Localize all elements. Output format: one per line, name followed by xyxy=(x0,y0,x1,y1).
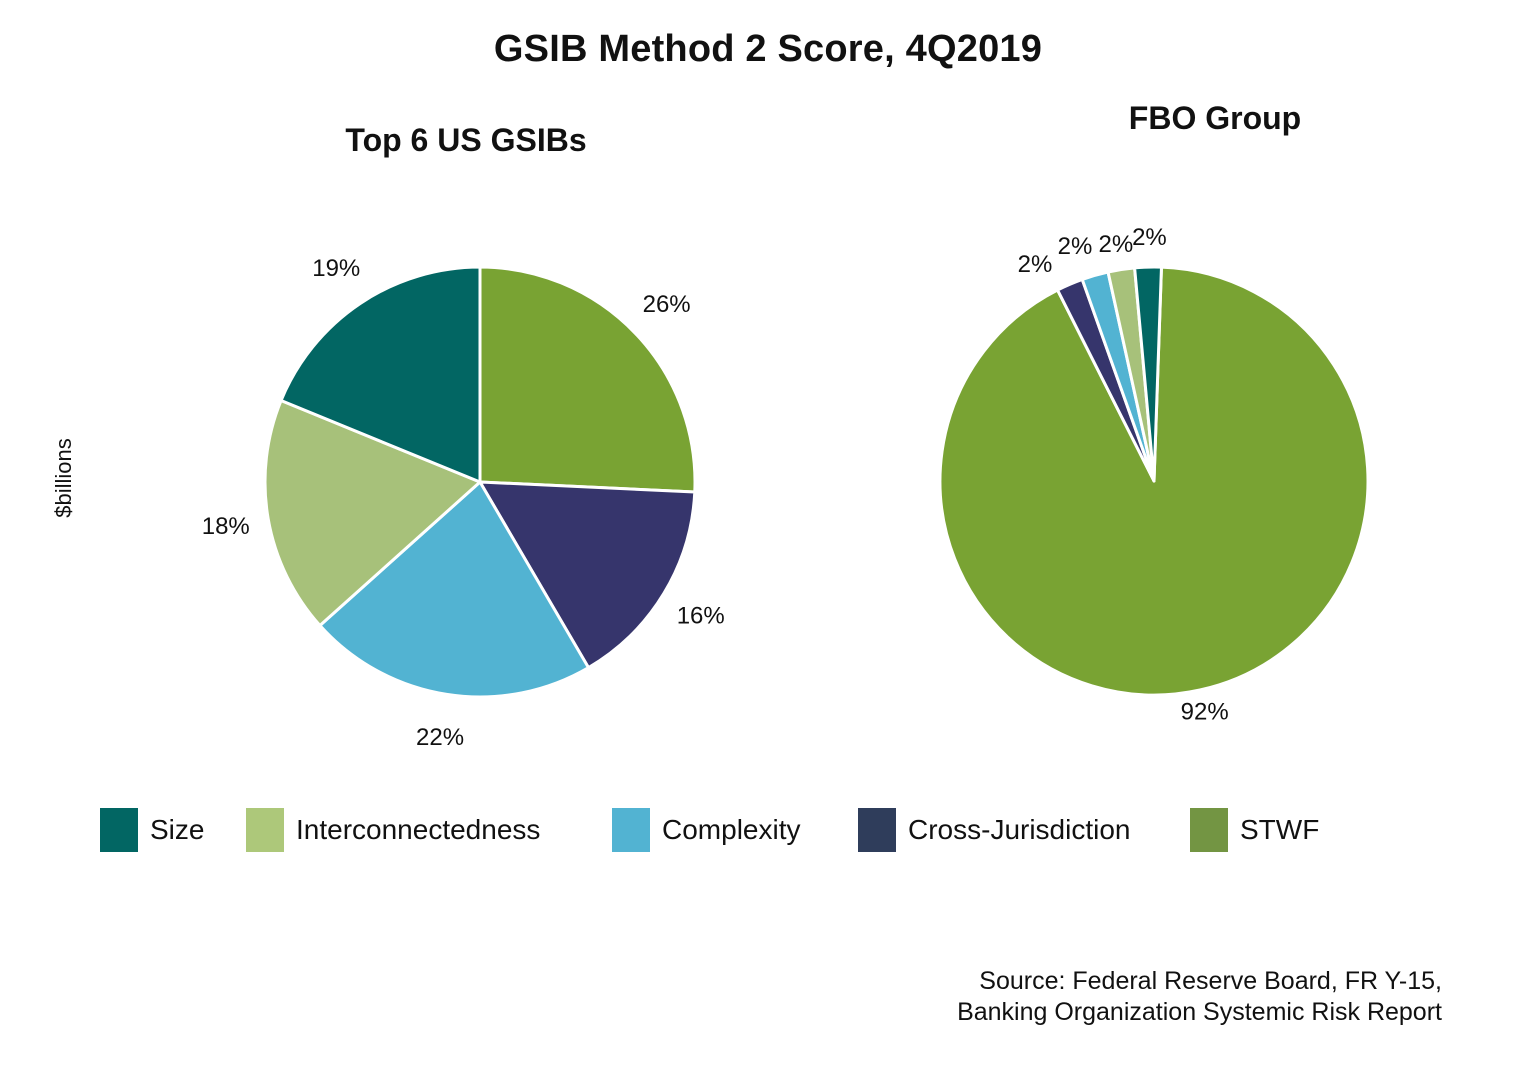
legend-swatch-stwf xyxy=(1190,808,1228,852)
legend-swatch-size xyxy=(100,808,138,852)
fbo-label-cross-jurisdiction: 2% xyxy=(1018,251,1053,278)
legend-swatch-interconnectedness xyxy=(246,808,284,852)
top6-slice-interconnectedness xyxy=(263,398,482,628)
legend-label-stwf: STWF xyxy=(1240,814,1320,845)
legend-item-stwf: STWF xyxy=(1190,808,1319,852)
legend-label-size: Size xyxy=(150,814,205,845)
pie-title-fbo-group: FBO Group xyxy=(1128,100,1302,136)
legend-item-size: Size xyxy=(100,808,204,852)
pie-title-top6-us-gsibs: Top 6 US GSIBs xyxy=(345,122,587,158)
top6-slice-cross-jurisdiction xyxy=(478,480,697,670)
pie-top6-us-gsibs: 26% 16% 22% 18% 19% xyxy=(202,255,725,751)
fbo-label-stwf: 92% xyxy=(1181,698,1229,725)
top6-label-size: 19% xyxy=(312,255,360,282)
top6-label-interconnectedness: 18% xyxy=(202,513,250,540)
legend: Size Interconnectedness Complexity Cross-Ju… xyxy=(100,808,1480,858)
legend-label-interconnectedness: Interconnectedness xyxy=(296,814,541,845)
source-line-1: Source: Federal Reserve Board, FR Y-15, xyxy=(979,967,1442,995)
legend-label-cross-jurisdiction: Cross-Jurisdiction xyxy=(908,814,1131,845)
fbo-label-interconnectedness: 2% xyxy=(1099,231,1134,258)
fbo-label-complexity: 2% xyxy=(1058,233,1093,260)
top6-slice-complexity xyxy=(318,480,590,699)
top6-label-complexity: 22% xyxy=(416,724,464,751)
source-note: Source: Federal Reserve Board, FR Y-15, … xyxy=(957,966,1442,1028)
pie-fbo-group: 92%2%2% 2%2% xyxy=(938,224,1370,725)
top6-label-stwf: 26% xyxy=(643,291,691,318)
source-line-2: Banking Organization Systemic Risk Repor… xyxy=(957,998,1442,1026)
top6-slice-stwf xyxy=(478,265,697,494)
legend-swatch-complexity xyxy=(612,808,650,852)
legend-label-complexity: Complexity xyxy=(662,814,801,845)
chart-title: GSIB Method 2 Score, 4Q2019 xyxy=(493,28,1043,70)
legend-item-cross-jurisdiction: Cross-Jurisdiction xyxy=(858,808,1131,852)
legend-swatch-cross-jurisdiction xyxy=(858,808,896,852)
top6-slice-size xyxy=(279,265,482,484)
legend-item-complexity: Complexity xyxy=(612,808,800,852)
legend-item-interconnectedness: Interconnectedness xyxy=(246,808,540,852)
top6-label-cross-jurisdiction: 16% xyxy=(677,603,725,630)
fbo-label-size: 2% xyxy=(1132,224,1167,251)
fbo-slice-size xyxy=(1133,265,1163,483)
